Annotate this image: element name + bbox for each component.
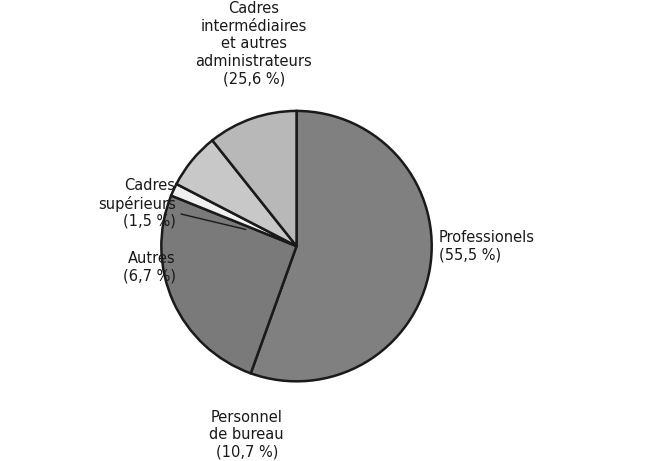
Text: Personnel
de bureau
(10,7 %): Personnel de bureau (10,7 %) bbox=[209, 410, 284, 460]
Wedge shape bbox=[213, 111, 296, 246]
Wedge shape bbox=[176, 140, 296, 246]
Text: Cadres
supérieurs
(1,5 %): Cadres supérieurs (1,5 %) bbox=[98, 178, 246, 230]
Text: Professionels
(55,5 %): Professionels (55,5 %) bbox=[439, 230, 535, 262]
Wedge shape bbox=[161, 195, 296, 373]
Wedge shape bbox=[251, 111, 432, 381]
Text: Autres
(6,7 %): Autres (6,7 %) bbox=[123, 251, 176, 284]
Text: Cadres
intermédiaires
et autres
administrateurs
(25,6 %): Cadres intermédiaires et autres administ… bbox=[196, 1, 312, 86]
Wedge shape bbox=[171, 184, 296, 246]
